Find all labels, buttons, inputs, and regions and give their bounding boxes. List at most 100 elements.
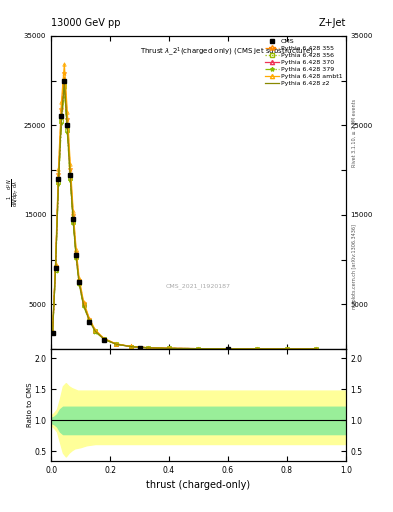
CMS xyxy=(53,265,58,271)
Pythia 6.428 356 xyxy=(71,219,75,225)
CMS xyxy=(87,319,92,325)
Pythia 6.428 ambt1 xyxy=(93,327,98,333)
Pythia 6.428 z2 xyxy=(93,328,98,334)
CMS xyxy=(56,176,61,182)
Pythia 6.428 370 xyxy=(81,301,86,307)
Pythia 6.428 370 xyxy=(285,346,289,352)
Pythia 6.428 355 xyxy=(71,212,75,219)
Line: CMS: CMS xyxy=(51,79,230,351)
Pythia 6.428 379 xyxy=(81,303,86,309)
Pythia 6.428 370 xyxy=(196,346,201,352)
Line: Pythia 6.428 356: Pythia 6.428 356 xyxy=(51,84,318,351)
Pythia 6.428 379 xyxy=(226,346,230,352)
Pythia 6.428 356 xyxy=(87,318,92,324)
Pythia 6.428 379 xyxy=(56,181,61,187)
Pythia 6.428 356 xyxy=(129,344,133,350)
Legend: CMS, Pythia 6.428 355, Pythia 6.428 356, Pythia 6.428 370, Pythia 6.428 379, Pyt: CMS, Pythia 6.428 355, Pythia 6.428 356,… xyxy=(264,38,344,87)
Pythia 6.428 ambt1 xyxy=(68,161,73,167)
CMS xyxy=(71,216,75,222)
Pythia 6.428 356 xyxy=(255,346,260,352)
Pythia 6.428 ambt1 xyxy=(62,61,67,68)
Pythia 6.428 ambt1 xyxy=(102,335,107,342)
Pythia 6.428 355 xyxy=(62,70,67,76)
Pythia 6.428 356 xyxy=(62,83,67,89)
CMS xyxy=(77,279,81,285)
Line: Pythia 6.428 370: Pythia 6.428 370 xyxy=(51,79,318,351)
Pythia 6.428 z2 xyxy=(77,280,81,286)
Pythia 6.428 379 xyxy=(50,330,55,336)
Pythia 6.428 z2 xyxy=(314,346,319,352)
Pythia 6.428 379 xyxy=(77,281,81,287)
Pythia 6.428 ambt1 xyxy=(77,275,81,281)
Pythia 6.428 379 xyxy=(53,268,58,274)
Pythia 6.428 ambt1 xyxy=(56,166,61,172)
Pythia 6.428 370 xyxy=(77,279,81,285)
Pythia 6.428 370 xyxy=(50,330,55,336)
CMS xyxy=(226,346,230,352)
Pythia 6.428 z2 xyxy=(81,302,86,308)
Pythia 6.428 355 xyxy=(59,106,64,113)
Pythia 6.428 370 xyxy=(71,216,75,222)
Pythia 6.428 z2 xyxy=(65,124,70,131)
Pythia 6.428 370 xyxy=(74,252,79,258)
CMS xyxy=(102,337,107,343)
Line: Pythia 6.428 ambt1: Pythia 6.428 ambt1 xyxy=(51,63,318,351)
Pythia 6.428 z2 xyxy=(50,330,55,336)
Pythia 6.428 370 xyxy=(146,345,151,351)
Text: mcplots.cern.ch [arXiv:1306.3436]: mcplots.cern.ch [arXiv:1306.3436] xyxy=(352,224,357,309)
Pythia 6.428 z2 xyxy=(102,336,107,343)
Pythia 6.428 379 xyxy=(314,346,319,352)
Pythia 6.428 z2 xyxy=(74,253,79,259)
Pythia 6.428 z2 xyxy=(114,341,118,347)
Pythia 6.428 356 xyxy=(50,330,55,336)
Y-axis label: $\frac{1}{\mathrm{d}N/\mathrm{d}p_T}\frac{\mathrm{d}^2N}{\mathrm{d}\lambda}$: $\frac{1}{\mathrm{d}N/\mathrm{d}p_T}\fra… xyxy=(6,178,22,207)
Pythia 6.428 370 xyxy=(93,328,98,334)
Pythia 6.428 z2 xyxy=(62,80,67,87)
Pythia 6.428 z2 xyxy=(53,266,58,272)
Pythia 6.428 379 xyxy=(129,344,133,350)
Pythia 6.428 370 xyxy=(68,172,73,178)
Line: Pythia 6.428 z2: Pythia 6.428 z2 xyxy=(53,83,316,349)
Pythia 6.428 379 xyxy=(146,345,151,351)
CMS xyxy=(65,122,70,129)
Pythia 6.428 370 xyxy=(314,346,319,352)
Pythia 6.428 356 xyxy=(226,346,230,352)
Pythia 6.428 356 xyxy=(114,341,118,347)
Pythia 6.428 z2 xyxy=(59,116,64,122)
Pythia 6.428 370 xyxy=(167,345,171,351)
Text: Z+Jet: Z+Jet xyxy=(318,18,346,28)
CMS xyxy=(59,113,64,119)
Pythia 6.428 355 xyxy=(50,329,55,335)
Pythia 6.428 355 xyxy=(167,345,171,351)
Pythia 6.428 355 xyxy=(74,249,79,255)
Pythia 6.428 379 xyxy=(65,129,70,135)
Line: Pythia 6.428 379: Pythia 6.428 379 xyxy=(50,87,318,351)
Pythia 6.428 ambt1 xyxy=(87,315,92,322)
Pythia 6.428 z2 xyxy=(87,317,92,324)
CMS xyxy=(74,252,79,258)
Pythia 6.428 355 xyxy=(114,341,118,347)
Pythia 6.428 356 xyxy=(102,336,107,343)
Pythia 6.428 356 xyxy=(68,175,73,181)
Pythia 6.428 379 xyxy=(71,220,75,226)
Pythia 6.428 355 xyxy=(53,263,58,269)
Pythia 6.428 z2 xyxy=(56,178,61,184)
Pythia 6.428 ambt1 xyxy=(314,346,319,352)
Pythia 6.428 355 xyxy=(102,336,107,342)
Pythia 6.428 355 xyxy=(56,171,61,177)
Pythia 6.428 355 xyxy=(285,346,289,352)
Pythia 6.428 379 xyxy=(62,86,67,92)
Pythia 6.428 355 xyxy=(146,345,151,351)
Pythia 6.428 z2 xyxy=(226,346,230,352)
Pythia 6.428 ambt1 xyxy=(226,346,230,352)
Pythia 6.428 356 xyxy=(65,126,70,133)
Pythia 6.428 356 xyxy=(146,345,151,351)
Pythia 6.428 z2 xyxy=(71,218,75,224)
CMS xyxy=(62,77,67,83)
Text: Thrust $\lambda\_2^1$(charged only) (CMS jet substructure): Thrust $\lambda\_2^1$(charged only) (CMS… xyxy=(140,45,313,58)
Pythia 6.428 356 xyxy=(74,254,79,260)
Pythia 6.428 355 xyxy=(65,116,70,122)
Pythia 6.428 370 xyxy=(87,317,92,324)
Pythia 6.428 379 xyxy=(87,318,92,324)
Pythia 6.428 355 xyxy=(68,166,73,173)
